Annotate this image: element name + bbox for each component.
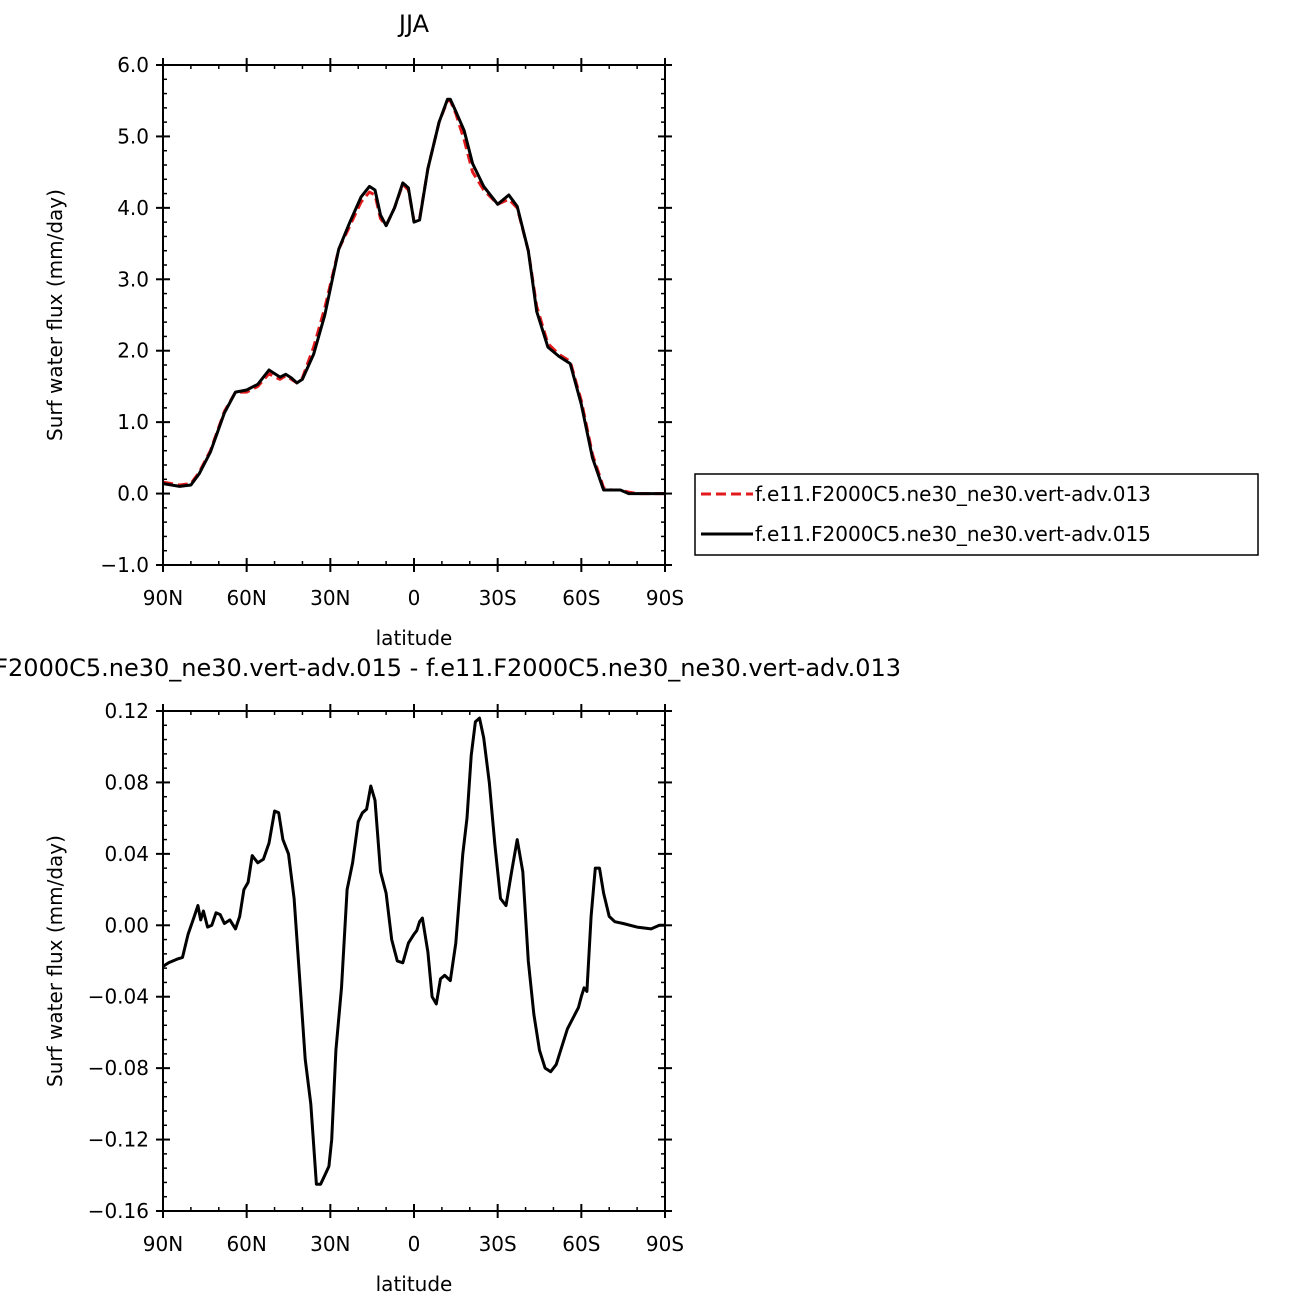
x-tick-label: 0 (408, 586, 421, 610)
y-tick-label: −1.0 (100, 553, 149, 577)
x-tick-label: 30N (310, 586, 350, 610)
x-tick-label: 0 (408, 1232, 421, 1256)
legend: f.e11.F2000C5.ne30_ne30.vert-adv.013 f.e1… (694, 473, 1259, 556)
x-tick-label: 60S (562, 586, 600, 610)
y-tick-label: 0.12 (104, 699, 149, 723)
y-tick-label: 0.08 (104, 770, 149, 794)
x-tick-label: 30S (479, 586, 517, 610)
y-tick-label: −0.04 (88, 985, 149, 1009)
legend-entry: f.e11.F2000C5.ne30_ne30.vert-adv.013 (755, 482, 1151, 506)
y-tick-label: −0.08 (88, 1056, 149, 1080)
y-axis-label: Surf water flux (mm/day) (43, 189, 67, 441)
y-tick-label: 0.04 (104, 842, 149, 866)
x-tick-label: 60S (562, 1232, 600, 1256)
y-tick-label: −0.12 (88, 1128, 149, 1152)
top-chart-title: JJA (397, 10, 430, 38)
y-tick-label: −0.16 (88, 1199, 149, 1223)
y-tick-label: 2.0 (117, 339, 149, 363)
plot-frame (162, 64, 666, 566)
y-tick-label: 0.0 (117, 482, 149, 506)
legend-entry: f.e11.F2000C5.ne30_ne30.vert-adv.015 (755, 522, 1151, 546)
bottom-chart: −0.16 −0.12 −0.08 −0.04 0.00 0.04 0.08 0.12 90N 6… (43, 699, 684, 1296)
series-line-013 (163, 99, 665, 496)
y-tick-label: 0.00 (104, 913, 149, 937)
x-axis-label: latitude (376, 626, 453, 650)
x-tick-label: 90N (143, 586, 183, 610)
y-tick-label: 6.0 (117, 53, 149, 77)
x-tick-label: 60N (226, 586, 266, 610)
y-axis-label: Surf water flux (mm/day) (43, 835, 67, 1087)
x-tick-label: 90S (646, 586, 684, 610)
legend-box (694, 473, 1259, 556)
bottom-chart-title: f.e11.F2000C5.ne30_ne30.vert-adv.015 - f… (0, 654, 901, 682)
top-chart: −1.0 0.0 1.0 2.0 3.0 4.0 5.0 6.0 90N 60N 30N 0 30S 60… (43, 53, 684, 650)
y-tick-label: 1.0 (117, 410, 149, 434)
x-tick-label: 30N (310, 1232, 350, 1256)
x-tick-label: 90S (646, 1232, 684, 1256)
y-tick-label: 3.0 (117, 267, 149, 291)
series-line-difference (163, 716, 665, 1186)
y-tick-label: 4.0 (117, 196, 149, 220)
y-tick-label: 5.0 (117, 124, 149, 148)
x-axis-label: latitude (376, 1272, 453, 1296)
x-tick-label: 60N (226, 1232, 266, 1256)
x-tick-label: 30S (479, 1232, 517, 1256)
series-line-015 (163, 97, 665, 496)
x-tick-label: 90N (143, 1232, 183, 1256)
